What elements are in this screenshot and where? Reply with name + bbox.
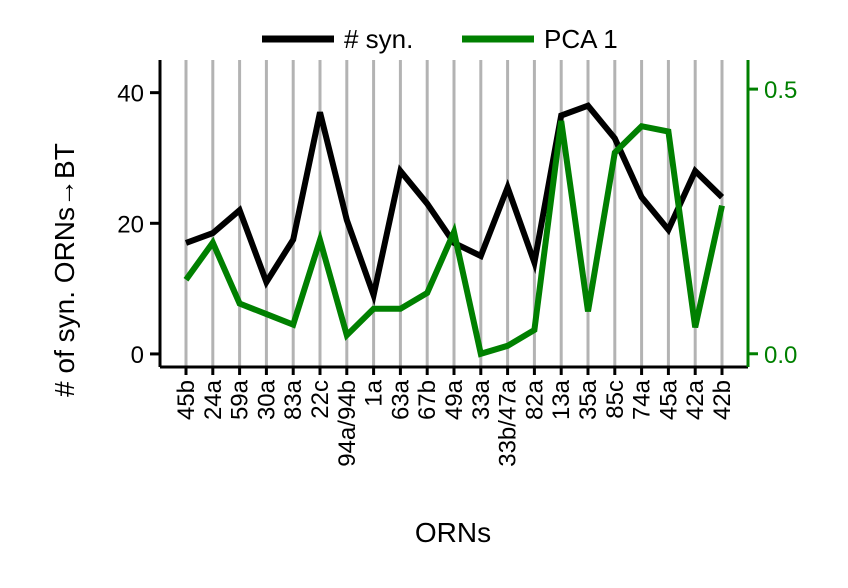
x-tick-label: 42b — [709, 380, 736, 420]
x-tick-label: 30a — [253, 379, 280, 420]
x-tick-label: 85c — [602, 380, 629, 419]
x-tick-label: 24a — [200, 379, 227, 420]
y-left-tick-label: 20 — [117, 211, 144, 238]
x-tick-label: 42a — [682, 379, 709, 420]
x-tick-label: 49a — [441, 379, 468, 420]
x-grid-lines — [184, 60, 724, 367]
y-right-tick-label: 0.5 — [764, 77, 797, 104]
y-left-tick-label: 0 — [131, 342, 144, 369]
series-lines — [183, 102, 725, 358]
y-left-tick-label: 40 — [117, 81, 144, 108]
x-tick-label: 13a — [548, 379, 575, 420]
x-tick-label: 67b — [414, 380, 441, 420]
x-tick-label: 94a/94b — [334, 380, 361, 467]
x-ticks: 45b 24a 59a 30a 83a 22c 94a/94b 1a 63a 67b 49a 33a 3… — [173, 367, 736, 467]
x-tick-label: 82a — [521, 379, 548, 420]
x-tick-label: 1a — [361, 379, 388, 406]
x-tick-label: 35a — [575, 379, 602, 420]
x-tick-label: 59a — [227, 379, 254, 420]
x-tick-label: 83a — [280, 379, 307, 420]
legend-label: # syn. — [344, 24, 413, 54]
y-right-tick-label: 0.0 — [764, 342, 797, 369]
x-tick-label: 33b/47a — [495, 379, 522, 466]
x-axis-title: ORNs — [415, 517, 491, 548]
x-tick-label: 74a — [629, 379, 656, 420]
x-tick-label: 33a — [468, 379, 495, 420]
legend-label: PCA 1 — [544, 24, 618, 54]
y-left-ticks: 0 20 40 — [117, 81, 160, 369]
x-tick-label: 22c — [307, 380, 334, 419]
series-line — [183, 120, 725, 358]
x-tick-label: 45b — [173, 380, 200, 420]
legend: # syn. PCA 1 — [262, 24, 618, 54]
x-tick-label: 45a — [655, 379, 682, 420]
y-right-ticks: 0.0 0.5 — [748, 77, 797, 369]
y-axis-title: # of syn. ORNs→BT — [49, 143, 80, 397]
x-tick-label: 63a — [387, 379, 414, 420]
